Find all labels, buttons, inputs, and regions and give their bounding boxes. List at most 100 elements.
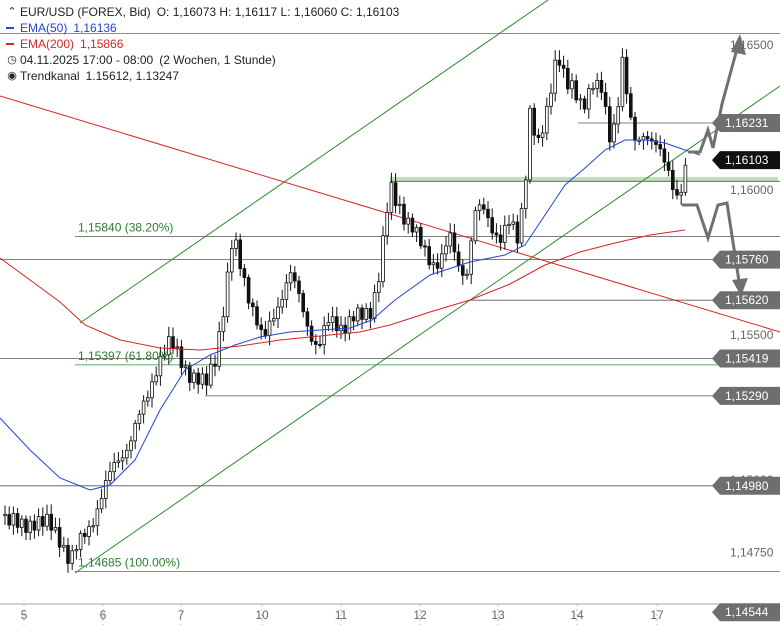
projection-arrows-layer [682, 34, 748, 296]
candle-body-107 [452, 232, 457, 253]
candle-body-100 [423, 245, 427, 248]
candle-body-160 [675, 189, 679, 196]
candle-body-68 [288, 272, 293, 284]
candle-body-78 [330, 316, 335, 324]
candle-body-69 [292, 272, 297, 282]
candle-body-41 [175, 346, 180, 349]
candle-body-8 [36, 516, 41, 531]
candle-body-64 [271, 318, 276, 322]
price-tag-bg [712, 386, 780, 405]
candle-body-149 [629, 93, 633, 118]
candle-body-36 [154, 375, 159, 383]
candle-body-112 [473, 210, 478, 242]
candle-body-73 [309, 325, 314, 342]
legend-ema200-row[interactable]: EMA(200) 1,15866 [6, 36, 399, 52]
candle-body-75 [318, 343, 322, 346]
legend-period-row[interactable]: ◷ 04.11.2025 17:00 - 08:00 (2 Wochen, 1 … [6, 52, 399, 68]
current-price-tag-bg [712, 151, 780, 170]
current-price-tag: 1,16103 [725, 153, 769, 167]
candle-body-24 [104, 480, 108, 499]
x-tick-label: 12 [413, 608, 427, 622]
candle-body-22 [95, 508, 100, 527]
candle-body-29 [125, 449, 129, 459]
price-tag-bg [712, 349, 780, 368]
fib-label-1: 1,15397 (61.80%) [78, 349, 173, 363]
candle-body-15 [66, 544, 70, 564]
candle-body-19 [83, 533, 87, 537]
ema50-label: EMA(50) [20, 21, 68, 35]
candle-body-110 [465, 273, 469, 276]
candle-body-103 [435, 262, 440, 269]
price-tag-bg [712, 114, 780, 133]
clock-icon: ◷ [7, 54, 17, 66]
candle-body-89 [376, 281, 381, 293]
candle-body-46 [196, 372, 201, 385]
candle-body-33 [141, 400, 146, 415]
candle-body-101 [427, 246, 431, 266]
candle-body-58 [246, 277, 251, 304]
candle-body-153 [645, 136, 650, 140]
fib-label-2: 1,14685 (100.00%) [78, 555, 180, 569]
chart-legend: ⌃ EUR/USD (FOREX, Bid) O: 1,16073 H: 1,1… [6, 4, 399, 84]
candle-body-43 [183, 365, 188, 368]
x-tick-label: 17 [650, 608, 664, 622]
y-tick-label: 1,16500 [730, 38, 774, 52]
ema50-value: 1,16136 [73, 21, 117, 35]
price-tag-bg [712, 291, 780, 310]
candle-body-116 [490, 217, 494, 234]
price-tag: 1,15419 [725, 351, 769, 365]
trend-channel-layer [0, 0, 780, 574]
candle-body-161 [679, 191, 683, 196]
x-tick-label: 5 [21, 608, 28, 622]
price-tag: 1,14544 [725, 605, 769, 619]
candle-body-72 [305, 311, 310, 327]
candle-body-47 [200, 373, 205, 385]
candle-body-126 [532, 107, 536, 136]
candle-body-111 [469, 240, 473, 275]
candle-body-159 [671, 169, 675, 190]
candle-body-14 [62, 544, 66, 548]
ema-layer [0, 139, 701, 491]
candle-body-128 [540, 132, 545, 138]
candle-body-147 [620, 56, 625, 108]
candle-body-136 [574, 80, 578, 101]
legend-ema50-row[interactable]: EMA(50) 1,16136 [6, 20, 399, 36]
trend-channel-lower [74, 85, 780, 574]
candle-body-129 [545, 105, 549, 134]
candle-body-137 [578, 98, 583, 101]
candle-body-79 [334, 316, 339, 332]
candle-body-35 [150, 381, 154, 399]
candle-body-104 [439, 253, 444, 269]
candle-body-38 [162, 354, 167, 358]
candle-body-113 [477, 204, 482, 211]
candle-body-86 [364, 308, 368, 320]
y-tick-label: 1,15500 [730, 328, 774, 342]
candle-body-25 [108, 471, 112, 481]
price-tag: 1,15760 [725, 253, 769, 267]
candle-body-48 [204, 373, 209, 386]
candle-body-65 [276, 306, 280, 320]
candle-body-12 [53, 527, 58, 531]
fib-label-0: 1,15840 (38.20%) [78, 220, 173, 234]
fibonacci-layer: 1,15840 (38.20%) 1,15397 (61.80%) 1,14685 … [78, 220, 180, 569]
candle-body-11 [49, 513, 53, 531]
candle-body-16 [70, 550, 75, 564]
candle-body-60 [255, 306, 259, 326]
candle-body-162 [683, 164, 688, 193]
legend-trend-row[interactable]: ◉ Trendkanal 1.15612, 1.13247 [6, 68, 399, 84]
candle-body-142 [599, 80, 604, 93]
trend-channel-upper [79, 0, 549, 324]
candle-body-105 [444, 245, 448, 255]
arrow-head-down [732, 278, 748, 296]
candle-body-42 [179, 346, 184, 368]
candle-body-2 [11, 513, 16, 526]
candle-body-70 [297, 280, 301, 294]
candle-body-55 [234, 239, 238, 249]
candle-body-45 [192, 372, 196, 383]
candle-body-108 [456, 251, 461, 267]
chevron-icon[interactable]: ⌃ [7, 6, 17, 18]
candle-body-96 [406, 217, 410, 225]
x-tick-label: 13 [491, 608, 505, 622]
price-tag: 1,14980 [725, 479, 769, 493]
